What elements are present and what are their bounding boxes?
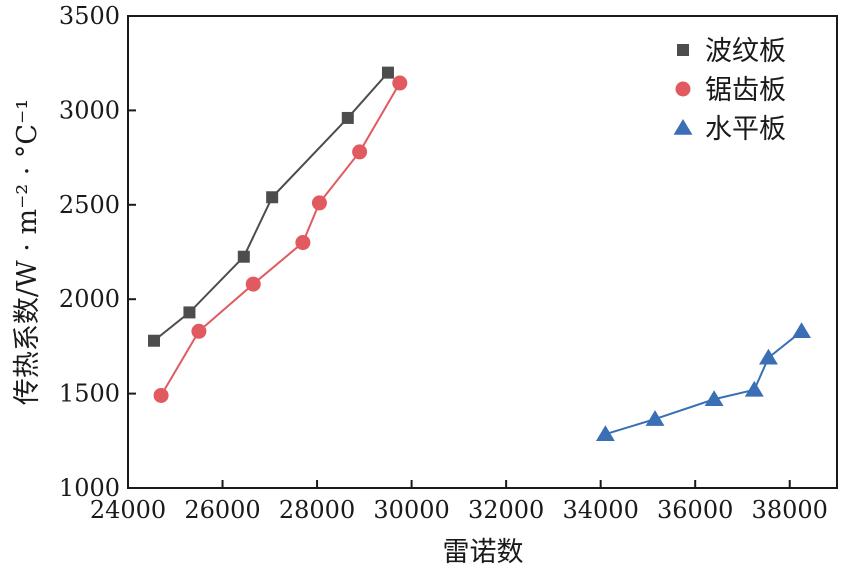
x-axis-title: 雷诺数 xyxy=(443,537,524,568)
data-point xyxy=(237,250,250,263)
x-tick-label: 26000 xyxy=(184,496,260,524)
y-tick-label: 3000 xyxy=(59,96,120,124)
y-axis: 1000 1500 2000 2500 3000 3500 xyxy=(59,2,136,502)
data-point xyxy=(759,348,778,365)
data-point xyxy=(352,144,368,160)
data-point xyxy=(147,334,160,347)
data-point xyxy=(595,425,615,441)
y-tick-label: 3500 xyxy=(59,2,120,30)
legend-marker xyxy=(677,44,689,56)
legend-label: 水平板 xyxy=(705,114,786,145)
legend-marker xyxy=(675,81,691,97)
x-axis: 24000 26000 28000 30000 32000 34000 36000 38000 xyxy=(90,480,828,524)
series-line xyxy=(160,82,401,396)
plot-frame xyxy=(127,15,838,489)
y-tick-label: 1000 xyxy=(59,474,120,502)
data-point xyxy=(392,75,408,91)
legend-label: 波纹板 xyxy=(705,36,786,67)
series-circle xyxy=(153,75,408,403)
x-tick-label: 30000 xyxy=(373,496,449,524)
x-tick-label: 28000 xyxy=(279,496,355,524)
legend-label: 锯齿板 xyxy=(705,75,786,106)
data-point xyxy=(744,380,764,397)
x-tick-label: 32000 xyxy=(468,496,544,524)
y-tick-label: 2000 xyxy=(59,285,120,313)
data-point xyxy=(311,195,327,211)
series-line xyxy=(605,330,803,436)
data-point xyxy=(245,276,261,292)
x-tick-label: 38000 xyxy=(752,496,828,524)
data-point xyxy=(153,387,169,403)
data-point xyxy=(645,410,665,426)
legend-marker xyxy=(673,119,693,135)
y-tick-label: 1500 xyxy=(59,380,120,408)
y-tick-label: 2500 xyxy=(59,191,120,219)
data-point xyxy=(381,66,394,79)
x-tick-label: 24000 xyxy=(90,496,166,524)
data-point xyxy=(341,111,354,124)
data-point xyxy=(183,306,196,319)
data-point xyxy=(792,322,811,339)
x-tick-label: 36000 xyxy=(657,496,733,524)
y-axis-title: 传热系数/W · m⁻² · °C⁻¹ xyxy=(12,99,43,405)
x-tick-label: 34000 xyxy=(562,496,638,524)
series-square xyxy=(147,66,394,347)
series-layer xyxy=(147,66,811,441)
data-point xyxy=(266,191,279,204)
data-point xyxy=(704,390,724,407)
series-triangle xyxy=(595,322,811,441)
data-point xyxy=(295,235,311,251)
data-point xyxy=(191,323,207,339)
